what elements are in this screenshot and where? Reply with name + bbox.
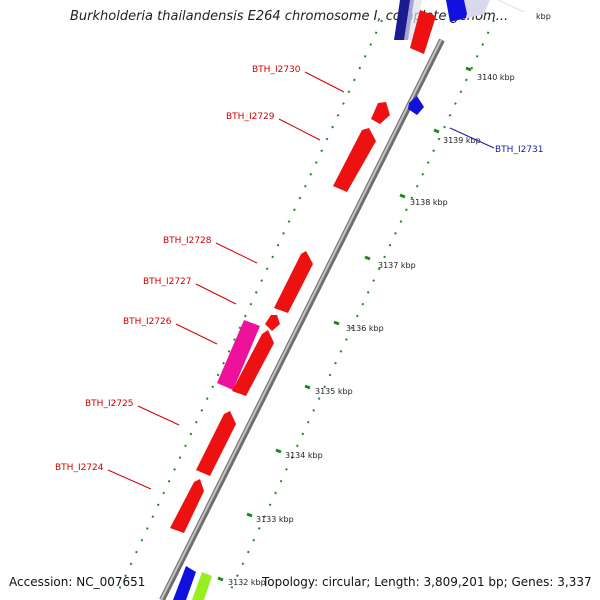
leader-line-bth-i2730 (304, 71, 345, 93)
gene-arrow-bth-i2725[interactable] (196, 411, 236, 476)
gene-arrow-bth-i2730[interactable] (371, 102, 390, 124)
gene-bottom-blue-partial[interactable] (173, 566, 196, 600)
leader-line-bth-i2728 (215, 242, 258, 264)
faint-guide (497, 0, 525, 13)
leader-line-bth-i2725 (137, 405, 180, 426)
gene-label-bth-i2728[interactable]: BTH_I2728 (163, 236, 212, 246)
gene-arrow-bth-i2731[interactable] (408, 96, 424, 115)
major-ticks (217, 66, 472, 582)
gene-arrow-bth-i2728[interactable] (274, 251, 313, 313)
gene-label-bth-i2731[interactable]: BTH_I2731 (495, 145, 544, 155)
gene-label-bth-i2730[interactable]: BTH_I2730 (252, 65, 301, 75)
kbp-tick-label-3134: 3134 kbp (285, 451, 323, 460)
topology-text: Topology: circular; Length: 3,809,201 bp… (262, 575, 592, 589)
leader-line-bth-i2726 (175, 323, 218, 345)
kbp-tick-label-3141: kbp (536, 12, 551, 21)
gene-label-bth-i2727[interactable]: BTH_I2727 (143, 277, 192, 287)
gene-arrow-bth-i2726b[interactable] (232, 330, 274, 396)
kbp-tick-label-3138: 3138 kbp (410, 198, 448, 207)
kbp-tick-label-3139: 3139 kbp (443, 136, 481, 145)
gene-label-bth-i2724[interactable]: BTH_I2724 (55, 463, 104, 473)
gene-arrow-bth-i2729[interactable] (333, 128, 376, 192)
kbp-tick-label-3140: 3140 kbp (477, 73, 515, 82)
gene-top-left-partial[interactable] (394, 0, 422, 40)
leader-line-bth-i2727 (195, 283, 237, 305)
leader-line-bth-i2731 (449, 127, 495, 149)
gene-top-right-partial[interactable] (446, 0, 490, 22)
kbp-tick-label-3132: 3132 kbp (228, 578, 266, 587)
gene-bottom-lime-partial[interactable] (192, 572, 212, 600)
leader-line-bth-i2729 (278, 118, 321, 141)
left-dotted-guide (117, 19, 383, 593)
kbp-tick-label-3135: 3135 kbp (315, 387, 353, 396)
gene-label-bth-i2729[interactable]: BTH_I2729 (226, 112, 275, 122)
kbp-tick-label-3133: 3133 kbp (256, 515, 294, 524)
gene-arrow-bth-i2726[interactable] (217, 320, 260, 390)
leader-line-bth-i2724 (107, 469, 152, 490)
gene-label-bth-i2726[interactable]: BTH_I2726 (123, 317, 172, 327)
gene-arrow-bth-i2724[interactable] (170, 479, 204, 533)
kbp-tick-label-3137: 3137 kbp (378, 261, 416, 270)
accession-text: Accession: NC_007651 (9, 575, 146, 589)
gene-arrow-bth-i2727[interactable] (265, 315, 280, 331)
right-dotted-guide (227, 19, 495, 597)
kbp-tick-label-3136: 3136 kbp (346, 324, 384, 333)
gene-top-red-partial[interactable] (410, 10, 436, 54)
genome-backbone-highlight (160, 39, 442, 600)
gene-label-bth-i2725[interactable]: BTH_I2725 (85, 399, 134, 409)
